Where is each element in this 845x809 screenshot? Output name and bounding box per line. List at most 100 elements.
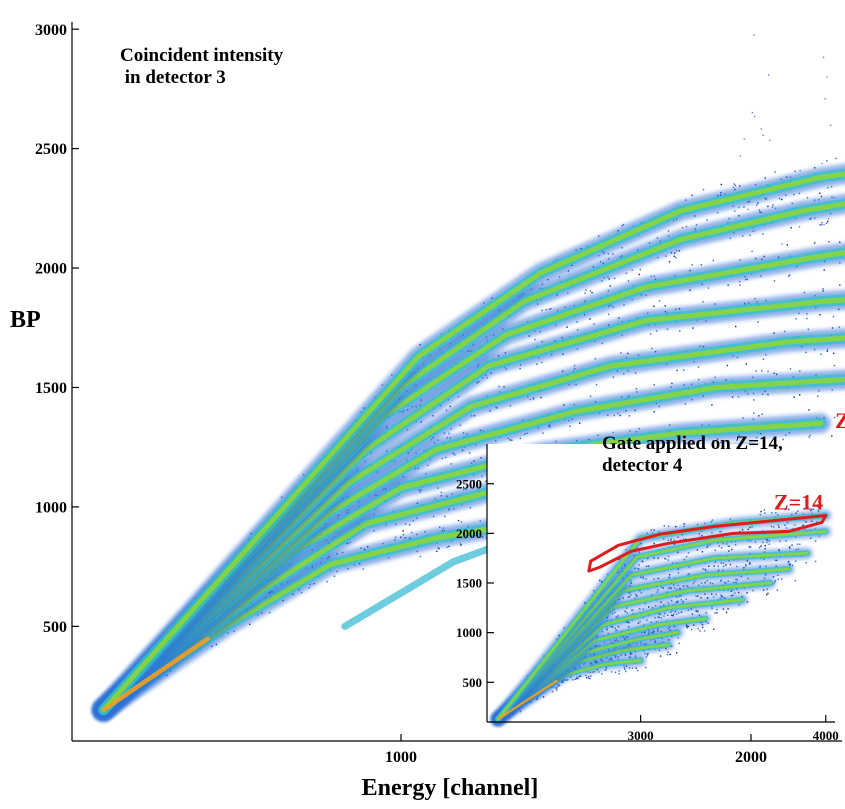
scatter-dot [789,274,790,275]
scatter-dot [654,617,655,618]
scatter-dot [608,314,609,315]
y-axis-title: BP [10,307,41,333]
scatter-dot [540,397,541,398]
scatter-dot [541,362,542,363]
scatter-dot [834,365,835,366]
scatter-dot [689,290,690,291]
scatter-dot [637,670,638,671]
scatter-dot [799,394,800,395]
scatter-dot [784,331,785,332]
scatter-dot [686,556,687,557]
scatter-dot [712,519,713,520]
sparse-dot [824,98,825,99]
scatter-dot [738,396,739,397]
scatter-dot [598,671,599,672]
scatter-dot [773,576,774,577]
scatter-dot [696,224,697,225]
scatter-dot [646,578,647,579]
scatter-dot [743,417,744,418]
scatter-dot [833,353,834,354]
sparse-dot [754,116,755,117]
scatter-dot [595,358,596,359]
scatter-dot [663,615,664,616]
scatter-dot [698,366,699,367]
scatter-dot [767,371,768,372]
scatter-dot [667,615,668,616]
scatter-dot [673,613,674,614]
scatter-dot [534,339,535,340]
scatter-dot [806,313,807,314]
scatter-dot [791,545,792,546]
scatter-dot [781,578,782,579]
scatter-dot [519,368,520,369]
scatter-dot [815,561,816,562]
scatter-dot [756,370,757,371]
scatter-dot [334,576,335,577]
scatter-dot [713,565,714,566]
scatter-dot [629,667,630,668]
scatter-dot [438,548,439,549]
scatter-dot [831,436,832,437]
scatter-dot [654,411,655,412]
scatter-dot [632,668,633,669]
scatter-dot [730,564,731,565]
scatter-dot [839,284,840,285]
scatter-dot [779,198,780,199]
scatter-dot [762,542,763,543]
scatter-dot [819,193,820,194]
sparse-dot [769,140,770,141]
scatter-dot [692,613,693,614]
scatter-dot [676,652,677,653]
scatter-dot [742,235,743,236]
scatter-dot [611,671,612,672]
scatter-dot [745,564,746,565]
scatter-dot [697,595,698,596]
scatter-dot [764,512,765,513]
scatter-dot [759,209,760,210]
scatter-dot [786,527,787,528]
scatter-dot [536,364,537,365]
scatter-dot [742,530,743,531]
scatter-dot [686,226,687,227]
scatter-dot [708,287,709,288]
scatter-dot [739,285,740,286]
scatter-dot [698,628,699,629]
scatter-dot [451,463,452,464]
scatter-dot [708,566,709,567]
sparse-dot [800,170,801,171]
scatter-dot [735,544,736,545]
scatter-dot [614,278,615,279]
scatter-dot [639,621,640,622]
main-y-tick-label: 500 [43,619,67,636]
scatter-dot [795,580,796,581]
scatter-dot [669,574,670,575]
scatter-dot [822,288,823,289]
main-annotation-line: in detector 3 [120,67,226,88]
scatter-dot [704,630,705,631]
scatter-dot [727,365,728,366]
scatter-dot [763,359,764,360]
scatter-dot [764,509,765,510]
sparse-dot [763,135,764,136]
scatter-dot [739,281,740,282]
scatter-dot [403,534,404,535]
scatter-dot [769,544,770,545]
scatter-dot [734,183,735,184]
scatter-dot [674,256,675,257]
scatter-dot [827,351,828,352]
scatter-dot [612,253,613,254]
scatter-dot [626,273,627,274]
scatter-dot [668,556,669,557]
scatter-dot [436,551,437,552]
scatter-dot [718,565,719,566]
main-x-tick-label: 1000 [385,749,417,766]
scatter-dot [546,309,547,310]
scatter-dot [777,590,778,591]
sparse-dot [799,226,800,227]
scatter-dot [791,227,792,228]
scatter-dot [832,327,833,328]
scatter-dot [757,321,758,322]
scatter-dot [799,371,800,372]
scatter-dot [589,318,590,319]
scatter-dot [787,244,788,245]
